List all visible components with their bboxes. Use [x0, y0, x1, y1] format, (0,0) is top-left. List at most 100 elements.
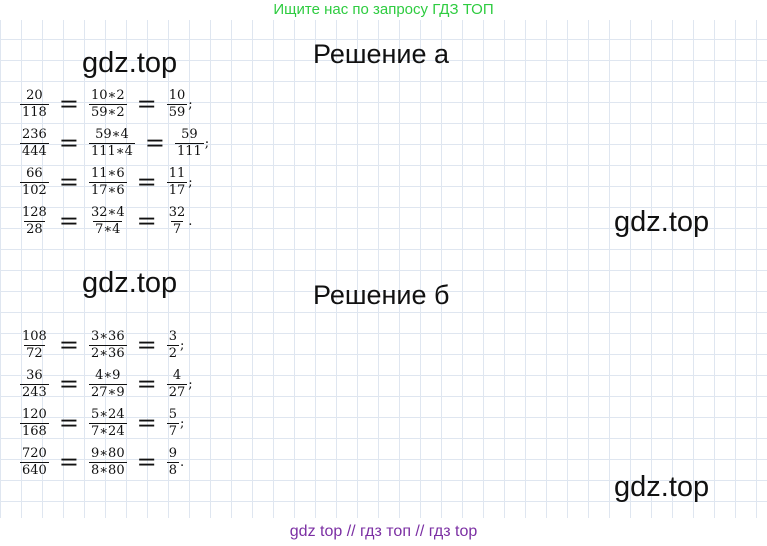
denominator: 72 [24, 344, 45, 361]
fraction-factored: 3∗36 2∗36 [88, 328, 127, 361]
equation-row: 20 118 = 10∗2 59∗2 = 10 59 ; [20, 84, 193, 124]
equation-row: 108 72 = 3∗36 2∗36 = 3 2 ; [20, 325, 184, 365]
equals-sign: = [58, 409, 79, 437]
equals-sign: = [136, 409, 157, 437]
equals-sign: = [136, 90, 157, 118]
bottom-banner: gdz top // гдз топ // гдз top [0, 518, 767, 546]
denominator: 7∗24 [88, 422, 127, 439]
fraction-reduced: 4 27 [166, 367, 188, 400]
fraction-reduced: 11 17 [166, 165, 188, 198]
equals-sign: = [136, 331, 157, 359]
numerator: 5 [168, 406, 177, 422]
fraction-factored: 10∗2 59∗2 [88, 87, 127, 120]
fraction-original: 66 102 [20, 165, 49, 198]
row-end-punctuation: ; [188, 174, 193, 190]
denominator: 17∗6 [88, 181, 127, 198]
denominator: 444 [20, 142, 49, 159]
equals-sign: = [136, 448, 157, 476]
fraction-factored: 9∗80 8∗80 [88, 445, 127, 478]
equals-sign: = [136, 168, 157, 196]
fraction-original: 120 168 [20, 406, 49, 439]
equals-sign: = [58, 370, 79, 398]
denominator: 7 [166, 422, 179, 439]
numerator: 9 [168, 445, 177, 461]
fraction-factored: 11∗6 17∗6 [88, 165, 127, 198]
equals-sign: = [58, 331, 79, 359]
row-end-punctuation: . [179, 454, 185, 470]
fraction-factored: 32∗4 7∗4 [89, 204, 127, 237]
fraction-original: 720 640 [20, 445, 49, 478]
section-b-title: Решение б [313, 280, 450, 310]
fraction-reduced: 32 7 [167, 204, 188, 237]
denominator: 7∗4 [93, 220, 123, 237]
fraction-original: 36 243 [20, 368, 49, 400]
denominator: 27 [166, 383, 188, 400]
denominator: 2 [166, 344, 179, 361]
denominator: 8∗80 [88, 461, 127, 478]
row-end-punctuation: ; [179, 415, 185, 431]
numerator: 720 [22, 445, 47, 461]
row-end-punctuation: . [188, 213, 193, 229]
fraction-original: 128 28 [20, 204, 49, 237]
numerator: 236 [22, 126, 47, 142]
numerator: 10 [168, 87, 186, 103]
fraction-factored: 5∗24 7∗24 [88, 406, 127, 439]
equation-row: 36 243 = 4∗9 27∗9 = 4 27 ; [20, 364, 193, 404]
equation-row: 236 444 = 59∗4 111∗4 = 59 111 ; [20, 123, 209, 163]
denominator: 59∗2 [88, 103, 127, 120]
watermark: gdz.top [82, 47, 178, 79]
denominator: 111∗4 [88, 142, 135, 159]
fraction-reduced: 9 8 [166, 445, 179, 478]
denominator: 17 [166, 181, 188, 198]
fraction-factored: 4∗9 27∗9 [88, 367, 127, 400]
numerator: 11∗6 [90, 165, 125, 181]
equals-sign: = [58, 90, 79, 118]
row-end-punctuation: ; [204, 135, 210, 151]
denominator: 243 [20, 383, 49, 400]
row-end-punctuation: ; [188, 376, 193, 392]
fraction-reduced: 10 59 [166, 87, 188, 120]
numerator: 9∗80 [90, 445, 125, 461]
numerator: 3 [168, 328, 177, 344]
denominator: 102 [20, 181, 49, 198]
denominator: 111 [174, 142, 204, 159]
numerator: 10∗2 [90, 87, 125, 103]
section-a-title: Решение а [313, 39, 450, 69]
numerator: 59 [181, 126, 198, 142]
equals-sign: = [58, 168, 79, 196]
numerator: 32 [168, 204, 186, 220]
numerator: 59∗4 [95, 126, 129, 142]
equals-sign: = [136, 370, 157, 398]
numerator: 66 [26, 165, 43, 181]
equation-row: 120 168 = 5∗24 7∗24 = 5 7 ; [20, 403, 184, 443]
numerator: 5∗24 [90, 406, 125, 422]
fraction-original: 108 72 [20, 328, 49, 361]
numerator: 32∗4 [90, 204, 125, 220]
denominator: 7 [170, 220, 184, 237]
equals-sign: = [58, 448, 79, 476]
equals-sign: = [136, 207, 157, 235]
watermark: gdz.top [614, 206, 710, 238]
fraction-original: 236 444 [20, 126, 49, 159]
equals-sign: = [58, 207, 79, 235]
watermark: gdz.top [82, 267, 178, 299]
equation-row: 128 28 = 32∗4 7∗4 = 32 7 . [20, 201, 192, 241]
row-end-punctuation: ; [188, 96, 193, 112]
numerator: 3∗36 [90, 328, 125, 344]
numerator: 20 [26, 87, 43, 103]
equation-row: 66 102 = 11∗6 17∗6 = 11 17 ; [20, 162, 193, 202]
numerator: 120 [22, 406, 47, 422]
fraction-reduced: 5 7 [166, 406, 179, 439]
denominator: 28 [24, 220, 45, 237]
numerator: 4∗9 [95, 367, 121, 383]
fraction-original: 20 118 [20, 87, 49, 120]
numerator: 108 [22, 328, 47, 344]
numerator: 128 [22, 204, 47, 220]
denominator: 640 [20, 461, 49, 478]
numerator: 4 [172, 367, 182, 383]
top-banner: Ищите нас по запросу ГДЗ ТОП [0, 0, 767, 20]
numerator: 11 [168, 165, 186, 181]
fraction-reduced: 59 111 [174, 126, 204, 159]
denominator: 168 [20, 422, 49, 439]
fraction-factored: 59∗4 111∗4 [88, 126, 135, 159]
